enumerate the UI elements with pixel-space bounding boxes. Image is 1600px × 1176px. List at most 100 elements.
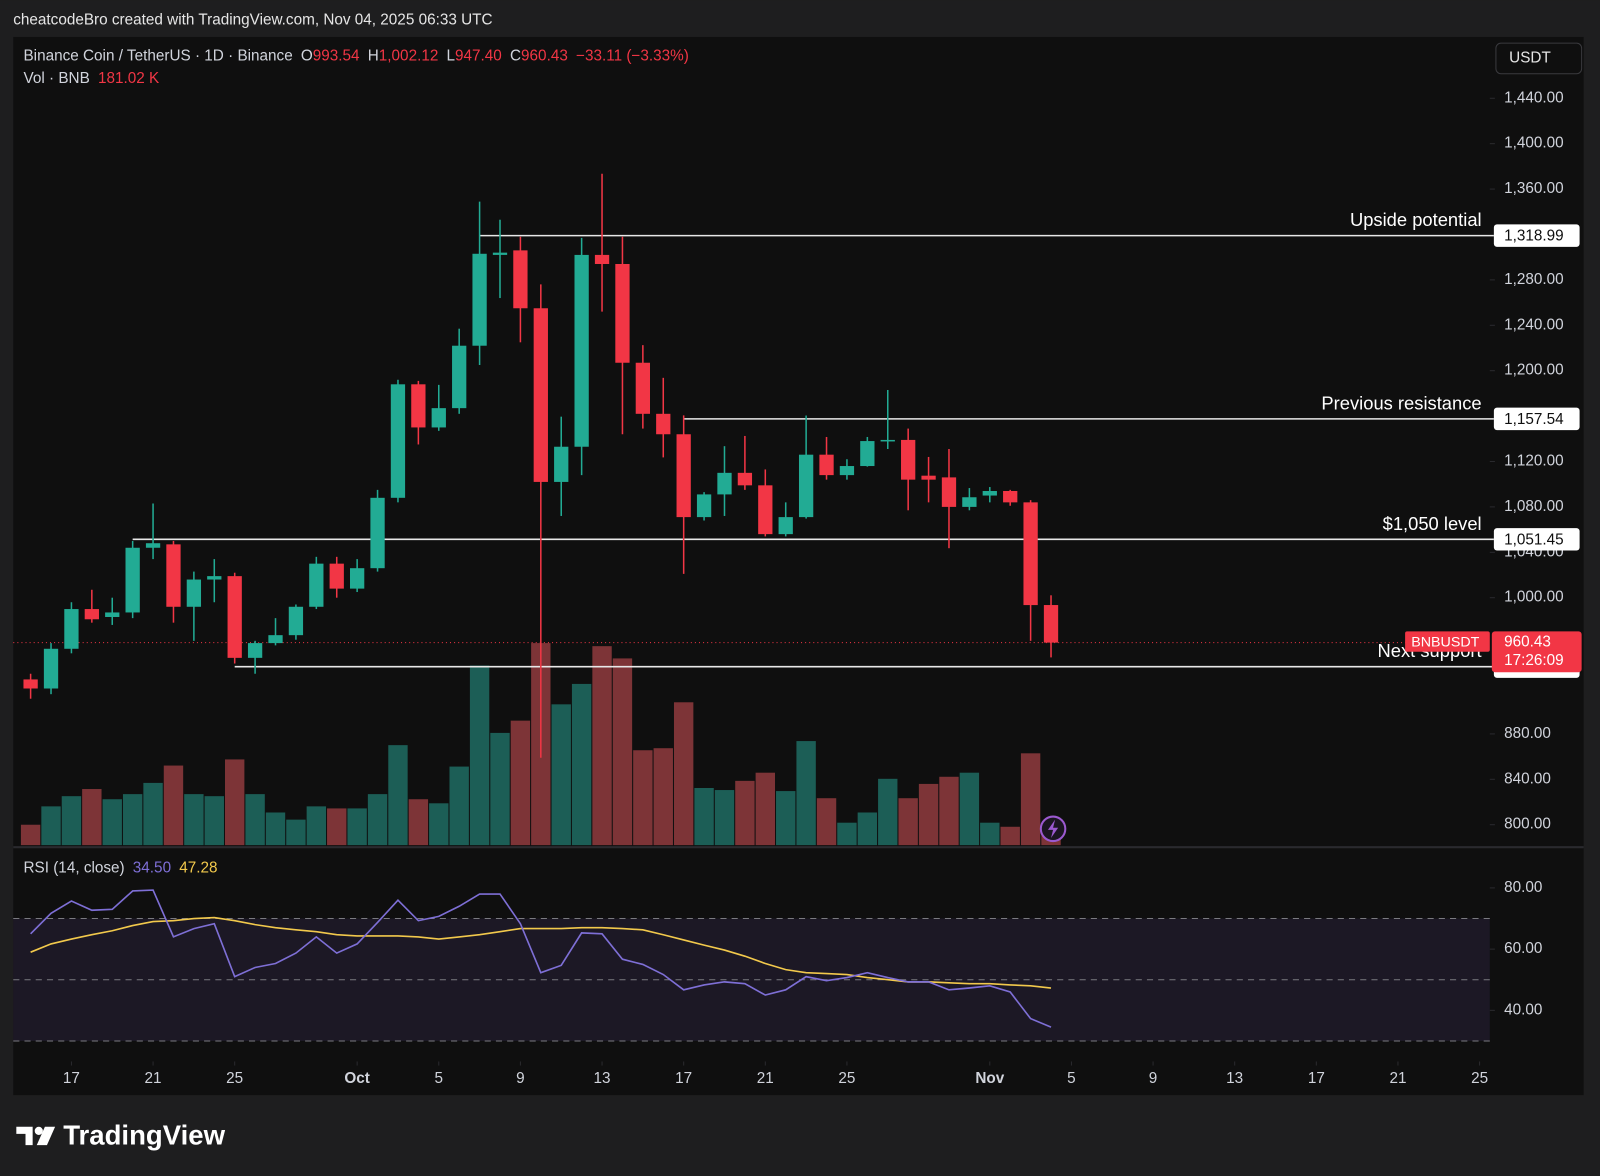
volume-name: Vol · BNB — [23, 70, 89, 87]
y-tick-label: 1,360.00 — [1504, 180, 1564, 197]
candle-body — [411, 384, 426, 428]
candle-body — [390, 384, 406, 498]
x-tick-label: 25 — [838, 1070, 855, 1087]
currency-button-frame[interactable] — [1495, 42, 1583, 75]
volume-bar — [1020, 753, 1041, 846]
candle-body — [1003, 491, 1018, 503]
volume-bar — [163, 765, 184, 846]
currency-button[interactable]: USDT — [1495, 42, 1583, 75]
candle-body — [1023, 502, 1038, 606]
candle-body — [880, 439, 895, 442]
candle-body — [64, 609, 79, 649]
volume-value: 181.02 K — [98, 70, 160, 87]
volume-bar — [388, 745, 408, 846]
candle-body — [23, 679, 38, 689]
volume-bar — [306, 806, 327, 846]
price-badge — [1491, 631, 1582, 673]
candle-body — [982, 491, 997, 496]
candle-body — [656, 413, 671, 435]
y-tick-label: 1,120.00 — [1504, 453, 1564, 470]
volume-bar — [653, 748, 673, 846]
candle-body — [207, 576, 222, 580]
candle-body — [288, 606, 304, 636]
alert-bolt[interactable] — [1047, 819, 1059, 838]
volume-bar — [347, 808, 367, 846]
level-badge — [1493, 407, 1580, 431]
x-tick-label: 21 — [757, 1070, 774, 1087]
candle-body — [941, 477, 957, 507]
logo-mark — [36, 1126, 56, 1146]
volume-bar — [918, 783, 939, 846]
candle-body — [329, 563, 344, 589]
volume-bar — [837, 822, 857, 846]
candle-body — [166, 544, 181, 607]
candle-body — [819, 454, 834, 476]
price-label: 960.43 — [1504, 634, 1551, 651]
candle-body — [554, 446, 569, 482]
candle-body — [901, 439, 916, 480]
volume-bar — [939, 776, 959, 846]
symbol-title: Binance Coin / TetherUS · 1D · Binance — [23, 47, 292, 64]
level-name: Previous resistance — [1321, 392, 1481, 413]
candle-body — [472, 253, 487, 346]
legend-key: H — [368, 47, 379, 64]
y-tick-label: 880.00 — [1504, 725, 1551, 742]
volume-bar — [61, 796, 82, 846]
rsi-tick-label: 40.00 — [1504, 1001, 1542, 1018]
y-tick-label: 1,240.00 — [1504, 316, 1564, 333]
logo-mark — [16, 1126, 33, 1146]
volume-bar — [367, 794, 388, 846]
candle-body — [309, 563, 324, 607]
volume-bar — [1000, 826, 1020, 846]
logo-text: TradingView — [63, 1119, 225, 1150]
x-tick-label: Nov — [975, 1070, 1004, 1087]
volume-bar — [327, 808, 347, 846]
candle-body — [513, 250, 528, 309]
y-tick-label: 800.00 — [1504, 816, 1551, 833]
x-tick-label: 5 — [1067, 1070, 1076, 1087]
volume-bar — [673, 702, 694, 846]
rsi-value: 47.28 — [179, 860, 217, 877]
candle-body — [431, 408, 446, 428]
volume-bar — [959, 772, 980, 846]
candle-body — [778, 517, 793, 535]
volume-bar — [857, 812, 878, 846]
rsi-band-fill — [13, 918, 1490, 1041]
x-tick-label: 5 — [435, 1070, 444, 1087]
y-tick-label: 1,440.00 — [1504, 89, 1564, 106]
legend-value: 1,002.12 — [379, 47, 439, 64]
volume-bar — [490, 732, 510, 846]
volume-bar — [20, 824, 41, 846]
level-badge — [1493, 528, 1580, 551]
volume-bar — [592, 646, 612, 846]
level-name: Upside potential — [1350, 209, 1482, 230]
volume-bar — [796, 741, 816, 846]
y-tick-label: 840.00 — [1504, 770, 1551, 787]
x-tick-label: 17 — [63, 1070, 80, 1087]
rsi-line — [30, 889, 1052, 1028]
level-name: $1,050 level — [1383, 513, 1482, 534]
candle-body — [839, 466, 855, 476]
volume-bar — [122, 794, 143, 846]
plot: Binance Coin / TetherUS · 1D · Binance O 9… — [13, 47, 1582, 1087]
y-tick-label: 1,280.00 — [1504, 271, 1564, 288]
currency-label[interactable]: USDT — [1509, 49, 1551, 66]
volume-bar — [633, 750, 653, 846]
logo-mark — [34, 1126, 43, 1135]
level-badge — [1493, 224, 1580, 247]
volume-bar — [735, 780, 755, 846]
rsi-value: 34.50 — [133, 860, 171, 877]
symbol-badge — [1405, 631, 1490, 652]
candle-body — [676, 434, 691, 518]
legend-change: −33.11 (−3.33%) — [576, 47, 689, 64]
volume-bar — [980, 822, 1000, 846]
rsi-legend: RSI (14, close) 34.50 47.28 — [23, 860, 217, 877]
candle-body — [737, 472, 753, 486]
candle-body — [921, 475, 936, 480]
legend-key: O — [301, 47, 313, 64]
alert-icon[interactable] — [1039, 815, 1067, 843]
volume-bar — [776, 791, 796, 846]
candle-body — [533, 308, 548, 482]
x-tick-label: 13 — [594, 1070, 611, 1087]
